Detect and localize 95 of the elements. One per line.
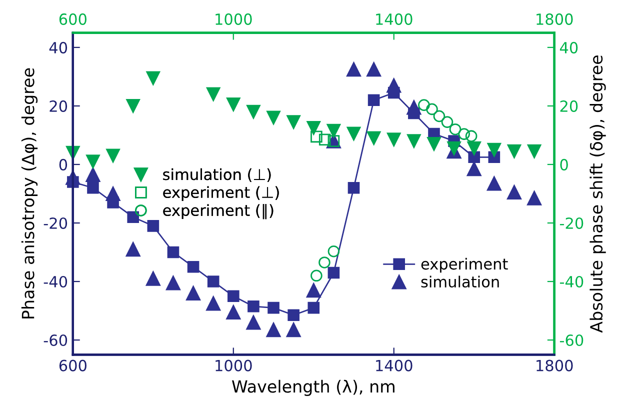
y2-axis-title: Absolute phase shift (δφ), degree <box>590 56 606 333</box>
point <box>466 162 482 176</box>
y-tick-label: 20 <box>50 100 68 112</box>
point <box>147 220 160 232</box>
point <box>465 130 478 142</box>
point <box>506 184 522 200</box>
point <box>206 87 220 102</box>
point <box>366 131 381 146</box>
y-tick-label: 40 <box>49 42 68 54</box>
point <box>328 266 340 279</box>
y-tick-label: 0 <box>59 158 68 170</box>
point <box>433 110 446 122</box>
point <box>248 300 260 312</box>
point <box>268 302 280 314</box>
x2-tick-label: 600 <box>59 13 86 25</box>
point <box>348 182 360 194</box>
point <box>447 141 461 156</box>
y2-tick-label: 0 <box>560 158 568 170</box>
point <box>427 137 441 151</box>
point <box>86 154 100 168</box>
point <box>126 99 140 113</box>
y2-tick-label: -20 <box>560 217 584 230</box>
point <box>226 98 240 112</box>
point <box>388 86 400 99</box>
x2-tick-label: 1000 <box>216 13 252 25</box>
legend-label: experiment (⊥) <box>163 186 279 201</box>
point <box>288 309 300 322</box>
point <box>266 110 280 125</box>
point <box>366 62 382 77</box>
point <box>318 256 330 268</box>
x-axis-title: Wavelength (λ), nm <box>232 380 394 396</box>
point <box>308 302 320 314</box>
point <box>86 167 100 182</box>
y-tick-label: -40 <box>44 276 68 288</box>
point <box>286 322 301 338</box>
point <box>146 271 160 286</box>
point <box>206 296 221 311</box>
point <box>346 62 362 77</box>
point <box>207 276 220 288</box>
point <box>227 290 240 302</box>
point <box>486 176 502 191</box>
point <box>526 190 542 206</box>
legend-label: simulation <box>421 276 499 288</box>
x2-tick-label: 1800 <box>536 13 573 25</box>
point <box>449 123 462 136</box>
point <box>310 270 322 282</box>
point <box>167 246 180 258</box>
point <box>467 141 482 156</box>
x-tick-label: 600 <box>59 360 86 372</box>
legend-label: experiment <box>421 258 508 273</box>
point <box>386 132 401 147</box>
point <box>107 196 119 208</box>
point <box>418 99 430 111</box>
legend-label: experiment (∥) <box>163 204 274 220</box>
x-tick-label: 1800 <box>536 360 573 372</box>
point <box>441 116 454 128</box>
point <box>306 120 321 135</box>
point <box>226 304 241 320</box>
point <box>468 151 480 164</box>
y2-tick-label: 40 <box>560 42 578 54</box>
point <box>458 128 470 140</box>
point <box>487 142 502 157</box>
y2-tick-label: 20 <box>560 100 578 112</box>
point <box>326 124 341 138</box>
point <box>328 245 340 258</box>
point <box>266 322 281 338</box>
point <box>106 148 120 163</box>
point <box>246 104 260 119</box>
x-tick-label: 1000 <box>216 360 252 372</box>
point <box>126 242 140 257</box>
point <box>127 211 140 224</box>
point <box>187 260 200 273</box>
x2-tick-label: 1400 <box>376 13 412 25</box>
point <box>346 126 361 141</box>
point <box>306 282 321 298</box>
point <box>186 286 201 300</box>
point <box>368 94 380 106</box>
point <box>426 103 438 116</box>
point <box>310 130 322 143</box>
y-tick-label: -20 <box>44 217 68 230</box>
y-tick-label: -60 <box>44 334 68 346</box>
legend-label: simulation (⊥) <box>163 168 271 182</box>
point <box>406 134 421 148</box>
point <box>527 144 542 158</box>
point <box>166 276 181 290</box>
point <box>318 134 331 146</box>
y2-tick-label: -40 <box>560 276 584 288</box>
point <box>246 315 261 330</box>
y-axis-title: Phase anisotropy (Δφ), degree <box>21 68 38 318</box>
x-tick-label: 1400 <box>376 360 412 372</box>
point <box>146 71 160 86</box>
y2-tick-label: -60 <box>560 334 584 346</box>
point <box>286 115 301 129</box>
point <box>507 144 522 158</box>
point <box>87 182 99 194</box>
